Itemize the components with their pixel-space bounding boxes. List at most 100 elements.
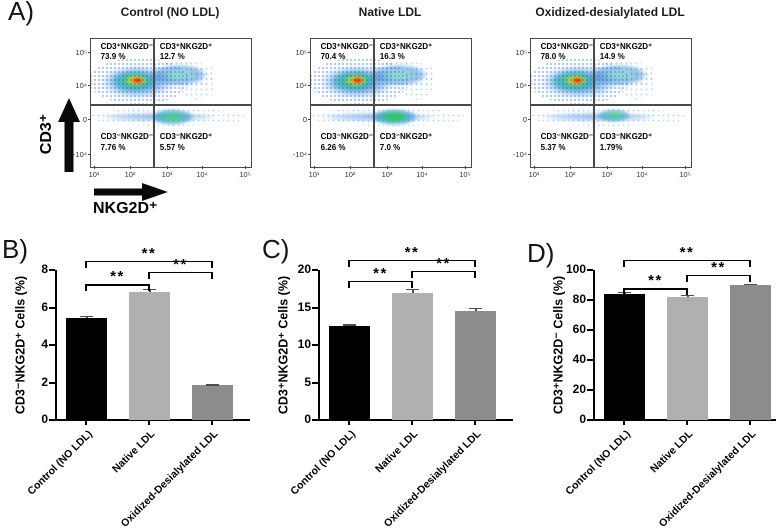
quadrant-label-bottom-right: CD3⁻NKG2D⁺ 5.57 % bbox=[160, 132, 212, 154]
y-tick-mark bbox=[587, 389, 593, 391]
x-tick-mark bbox=[749, 421, 751, 425]
y-tick-label: 100 bbox=[565, 262, 586, 276]
y-tick-label: 10⁵ bbox=[281, 48, 311, 57]
scatter-speckle bbox=[311, 108, 465, 127]
bracket-end-tick bbox=[211, 260, 213, 268]
quadrant-label-top-left: CD3⁺NKG2D⁻ 73.9 % bbox=[101, 42, 153, 64]
y-tick-mark bbox=[587, 359, 593, 361]
x-tick-label: 10⁴ bbox=[630, 166, 654, 179]
flow-scatter-plot: CD3⁺NKG2D⁻ 78.0 % CD3⁺NKG2D⁺ 14.9 % CD3⁻… bbox=[529, 38, 692, 168]
quadrant-divider-vertical bbox=[593, 39, 595, 167]
scatter-speckle bbox=[529, 58, 629, 105]
y-axis-line bbox=[55, 270, 57, 421]
error-bar-cap bbox=[680, 294, 694, 297]
quadrant-name: CD3⁺NKG2D⁻ bbox=[540, 41, 594, 51]
bracket-end-tick bbox=[411, 270, 413, 278]
quadrant-name: CD3⁺NKG2D⁻ bbox=[100, 41, 154, 51]
error-bar bbox=[412, 288, 414, 293]
bar-plot-area: 0 2 4 6 8 Control (NO LDL) Native LDL Oxidized-… bbox=[25, 246, 250, 529]
bracket-end-tick bbox=[749, 259, 751, 267]
y-tick-mark bbox=[49, 269, 55, 271]
panel-c-letter: C) bbox=[262, 234, 290, 264]
density-cloud bbox=[371, 109, 417, 125]
quadrant-percent: 6.26 % bbox=[320, 143, 346, 153]
x-tick-mark bbox=[474, 421, 476, 425]
x-tick-label: 10² bbox=[118, 166, 142, 179]
quadrant-percent: 5.37 % bbox=[540, 143, 566, 153]
quadrant-percent: 16.3 % bbox=[379, 52, 405, 62]
y-tick-label: 60 bbox=[572, 322, 586, 336]
x-axis-line bbox=[318, 419, 513, 421]
x-tick-label: 10⁵ bbox=[673, 166, 697, 179]
flow-plot-group-control: Control (NO LDL) 10⁵ 10⁴ 0 -10⁴ C bbox=[60, 0, 280, 230]
y-tick-label: 20 bbox=[572, 382, 586, 396]
y-tick-label: 5 bbox=[304, 374, 311, 389]
quadrant-name: CD3⁺NKG2D⁺ bbox=[379, 41, 433, 51]
bar-chart-b: CD3⁻NKG2D⁺ Cells (%) 0 2 4 6 8 Control (NO LD… bbox=[14, 246, 270, 529]
scatter-speckle bbox=[368, 60, 436, 88]
x-tick-label: 10¹ bbox=[82, 166, 106, 179]
significance-bracket bbox=[412, 270, 475, 273]
quadrant-percent: 70.4 % bbox=[320, 52, 346, 62]
significance-bracket bbox=[624, 259, 750, 262]
x-tick-mark bbox=[686, 421, 688, 425]
y-tick-label: 10 bbox=[297, 337, 311, 351]
bracket-end-tick bbox=[411, 280, 413, 288]
y-tick-label: 8 bbox=[41, 262, 48, 276]
scatter-speckle bbox=[91, 108, 245, 127]
y-tick-label: 40 bbox=[572, 352, 586, 366]
y-axis-line bbox=[318, 270, 320, 421]
bracket-end-tick bbox=[348, 280, 350, 288]
x-tick-mark bbox=[623, 421, 625, 425]
x-axis-arrow-icon bbox=[94, 183, 168, 201]
y-axis-line bbox=[593, 270, 595, 421]
bar bbox=[65, 317, 107, 420]
error-bar-cap bbox=[342, 324, 356, 326]
quadrant-percent: 12.7 % bbox=[159, 52, 185, 62]
flow-scatter-plot: CD3⁺NKG2D⁻ 70.4 % CD3⁺NKG2D⁺ 16.3 % CD3⁻… bbox=[309, 38, 472, 168]
y-tick-mark bbox=[49, 344, 55, 346]
y-tick-label: 10⁴ bbox=[61, 81, 91, 90]
error-bar-cap bbox=[79, 315, 93, 318]
x-axis-line bbox=[55, 419, 250, 421]
bar bbox=[191, 385, 233, 420]
bar bbox=[128, 291, 170, 420]
x-tick-label: 10⁵ bbox=[453, 166, 477, 179]
panel-a-letter: A) bbox=[8, 0, 34, 26]
category-label: Control (NO LDL) bbox=[562, 428, 633, 498]
x-tick-label: 10¹ bbox=[522, 166, 546, 179]
scatter-speckle bbox=[531, 108, 685, 127]
x-tick-label: 10³ bbox=[375, 166, 399, 179]
flow-plot-group-native: Native LDL 10⁵ 10⁴ 0 -10⁴ CD3⁺NKG bbox=[280, 0, 500, 230]
scatter-speckle bbox=[89, 58, 189, 105]
quadrant-label-bottom-left: CD3⁻NKG2D⁻ 7.76 % bbox=[101, 132, 153, 154]
category-label: Native LDL bbox=[648, 428, 696, 476]
panel-d-letter: D) bbox=[527, 238, 555, 268]
quadrant-label-bottom-left: CD3⁻NKG2D⁻ 5.37 % bbox=[541, 132, 593, 154]
quadrant-divider-vertical bbox=[373, 39, 375, 167]
flow-plot-title: Oxidized-desialylated LDL bbox=[535, 5, 685, 19]
scatter-speckle bbox=[399, 67, 435, 101]
x-axis-line bbox=[593, 419, 776, 421]
bar-plot-area: 0 5 10 15 20 Control (NO LDL) Native LDL Oxidiz… bbox=[288, 245, 513, 529]
x-tick-label: 10⁴ bbox=[410, 166, 434, 179]
flow-plot-group-oxidized: Oxidized-desialylated LDL 10⁵ 10⁴ 0 -10⁴ bbox=[500, 0, 720, 230]
y-tick-label: 2 bbox=[41, 374, 48, 389]
bracket-end-tick bbox=[686, 274, 688, 282]
significance-stars: ** bbox=[679, 243, 695, 261]
flow-plot-title: Control (NO LDL) bbox=[120, 5, 220, 19]
bracket-end-tick bbox=[686, 288, 688, 295]
quadrant-name: CD3⁺NKG2D⁺ bbox=[599, 41, 653, 51]
quadrant-label-top-left: CD3⁺NKG2D⁻ 70.4 % bbox=[321, 42, 373, 64]
category-label: Control (NO LDL) bbox=[24, 428, 95, 498]
y-tick-mark bbox=[49, 306, 55, 309]
bar bbox=[729, 285, 771, 420]
y-tick-label: 4 bbox=[41, 337, 48, 351]
quadrant-label-bottom-right: CD3⁻NKG2D⁺ 1.79% bbox=[600, 132, 652, 154]
bar bbox=[454, 311, 496, 420]
bracket-end-tick bbox=[474, 259, 476, 267]
x-tick-label: 10⁵ bbox=[233, 166, 257, 179]
flow-x-axis-label: NKG2D⁺ bbox=[93, 200, 158, 217]
error-bar-cap bbox=[468, 307, 482, 310]
